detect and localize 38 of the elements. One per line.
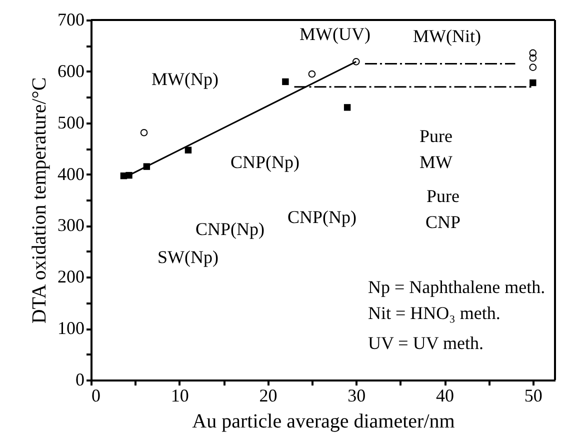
annotation: MW(Np): [152, 69, 218, 89]
y-tick-label: 700: [58, 10, 84, 30]
y-tick-label: 500: [58, 112, 84, 132]
annotation: UV = UV meth.: [368, 333, 484, 353]
annotation: CNP(Np): [195, 219, 265, 239]
y-tick-label: 400: [58, 164, 84, 184]
annotation: MW(UV): [300, 24, 370, 44]
annotation: CNP(Np): [230, 152, 300, 172]
annotation: MW(Nit): [413, 26, 481, 46]
x-axis-title: Au particle average diameter/nm: [192, 410, 456, 432]
annotation: Nit = HNO₃ meth.: [368, 303, 500, 323]
annotation: Np = Naphthalene meth.: [368, 277, 546, 297]
y-tick-label: 100: [58, 318, 84, 338]
point: [529, 64, 537, 71]
annotation: Pure CNP: [425, 186, 461, 232]
y-tick-label: 600: [58, 60, 84, 81]
x-tick-label: 20: [259, 386, 278, 406]
x-tick-label: 50: [524, 386, 542, 406]
point: [184, 146, 192, 154]
annotation: SW(Np): [158, 247, 218, 267]
x-tick-label: 40: [436, 386, 454, 406]
y-tick-label: 300: [58, 215, 84, 236]
point: [529, 49, 537, 57]
annotation: Pure MW: [420, 126, 453, 172]
x-tick-label: 10: [170, 386, 189, 406]
point: [140, 128, 148, 136]
x-tick-label: 0: [92, 386, 100, 406]
point: [308, 70, 316, 78]
point: [529, 54, 537, 62]
point: [352, 58, 360, 66]
x-tick-label: 30: [348, 386, 366, 406]
annotation: CNP(Np): [287, 207, 357, 227]
y-tick-label: 200: [58, 266, 84, 287]
point: [282, 78, 289, 86]
point: [344, 104, 351, 111]
y-axis-title: DTA oxidation temperature/°C: [28, 77, 50, 324]
y-tick-label: 0: [76, 370, 84, 390]
point: [530, 79, 536, 86]
